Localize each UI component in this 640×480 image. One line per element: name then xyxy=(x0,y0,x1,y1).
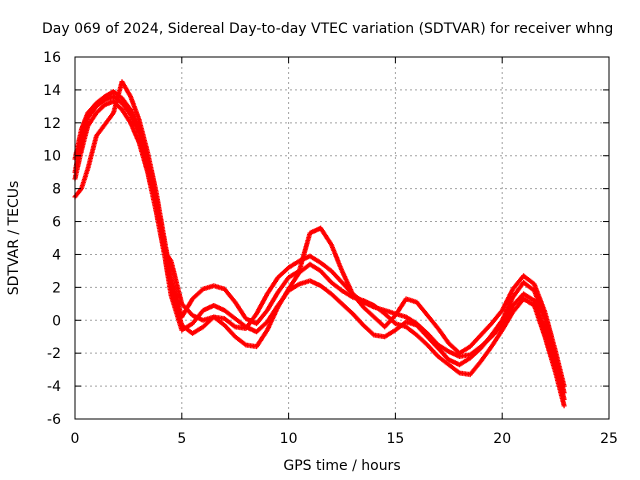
series-track-d xyxy=(72,89,567,409)
y-tick-label: -6 xyxy=(47,412,61,428)
y-tick-label: 2 xyxy=(52,280,61,296)
x-axis-ticks: 0 5 10 15 20 25 xyxy=(71,57,618,447)
y-tick-label: 0 xyxy=(52,313,61,329)
y-tick-label: 6 xyxy=(52,215,61,231)
y-tick-label: -4 xyxy=(47,379,61,395)
y-tick-label: 14 xyxy=(43,83,61,99)
point-markers-track-d xyxy=(72,89,567,409)
chart-title: Day 069 of 2024, Sidereal Day-to-day VTE… xyxy=(42,21,613,37)
y-tick-label: 8 xyxy=(52,182,61,198)
plot-frame xyxy=(74,56,610,420)
y-axis-ticks: -6 -4 -2 0 2 4 6 8 10 12 14 16 xyxy=(43,50,609,428)
y-tick-label: 4 xyxy=(52,247,61,263)
x-tick-label: 10 xyxy=(280,431,298,447)
x-tick-label: 25 xyxy=(600,431,618,447)
y-tick-label: -2 xyxy=(47,346,61,362)
x-axis-label: GPS time / hours xyxy=(283,458,400,474)
y-tick-label: 10 xyxy=(43,149,61,165)
x-tick-label: 15 xyxy=(386,431,404,447)
y-tick-label: 16 xyxy=(43,50,61,66)
grid-lines xyxy=(75,57,609,419)
data-points xyxy=(72,79,567,409)
y-axis-label: SDTVAR / TECUs xyxy=(6,181,22,296)
y-tick-label: 12 xyxy=(43,116,61,132)
x-tick-label: 5 xyxy=(177,431,186,447)
x-tick-label: 20 xyxy=(493,431,511,447)
x-tick-label: 0 xyxy=(71,431,80,447)
